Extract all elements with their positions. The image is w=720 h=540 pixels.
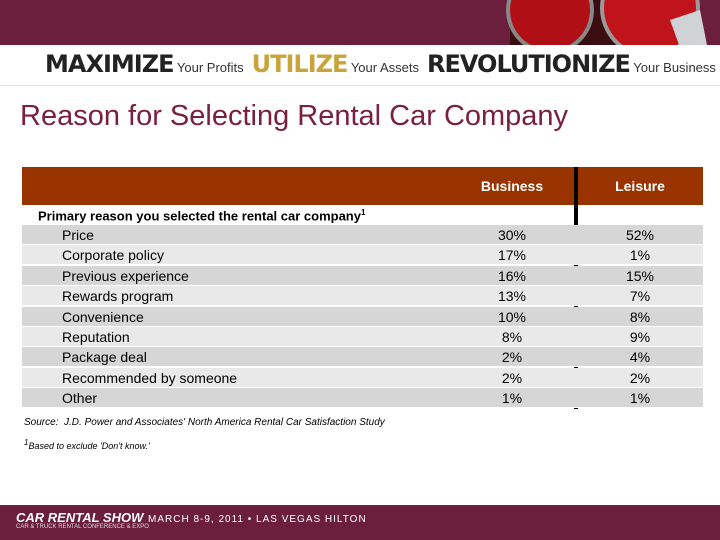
leisure-value: 1% bbox=[629, 390, 651, 407]
tagline-strong: UTILIZE bbox=[251, 50, 349, 78]
table-row-bg bbox=[22, 245, 703, 266]
row-label: Rewards program bbox=[62, 288, 174, 305]
business-value: 8% bbox=[501, 329, 523, 345]
table-row-bg bbox=[22, 367, 703, 388]
table-row-bg bbox=[22, 306, 703, 327]
tagline-strong: REVOLUTIONIZE bbox=[427, 50, 631, 78]
business-value: 2% bbox=[501, 369, 523, 386]
source-label: Source: bbox=[24, 417, 59, 428]
row-label: Previous experience bbox=[62, 267, 189, 284]
table-row-bg bbox=[22, 265, 703, 286]
tagline-band bbox=[0, 45, 720, 86]
slide-title: Reason for Selecting Rental Car Company bbox=[20, 100, 569, 132]
table-row-bg bbox=[22, 225, 703, 245]
tagline-rest: Your Profits bbox=[176, 60, 244, 75]
leisure-value: 2% bbox=[629, 369, 651, 386]
leisure-value: 8% bbox=[629, 308, 651, 325]
leisure-value: 1% bbox=[629, 247, 651, 264]
tagline-strong: MAXIMIZE bbox=[45, 50, 174, 78]
table-row-bg bbox=[22, 286, 703, 307]
column-header: Leisure bbox=[615, 178, 665, 194]
leisure-value: 4% bbox=[629, 349, 651, 366]
business-value: 13% bbox=[497, 288, 527, 305]
footnote-mark: 1 bbox=[24, 438, 29, 447]
leisure-value: 15% bbox=[625, 267, 655, 284]
tagline-segment: MAXIMIZE Your Profits bbox=[45, 50, 244, 78]
source-text: J.D. Power and Associates' North America… bbox=[64, 417, 385, 428]
leisure-value: 7% bbox=[629, 288, 651, 305]
row-label: Other bbox=[62, 390, 98, 407]
source-note: Source: J.D. Power and Associates' North… bbox=[24, 417, 385, 428]
business-value: 10% bbox=[497, 308, 527, 325]
tagline: MAXIMIZE Your Profits UTILIZE Your Assets… bbox=[45, 50, 720, 78]
row-label: Convenience bbox=[62, 308, 144, 325]
leisure-value: 52% bbox=[625, 227, 655, 243]
section-text: Primary reason you selected the rental c… bbox=[38, 208, 361, 224]
row-label: Reputation bbox=[62, 329, 130, 345]
tagline-segment: REVOLUTIONIZE Your Business bbox=[427, 50, 716, 78]
row-label: Package deal bbox=[62, 349, 147, 366]
column-header: Business bbox=[480, 178, 544, 194]
business-value: 16% bbox=[497, 267, 527, 284]
footer-brand: CAR RENTAL SHOW bbox=[16, 510, 144, 525]
footer-event: MARCH 8-9, 2011 • LAS VEGAS HILTON bbox=[148, 514, 367, 525]
row-label: Corporate policy bbox=[62, 247, 164, 264]
section-label: Primary reason you selected the rental c… bbox=[38, 208, 365, 223]
tagline-rest: Your Assets bbox=[350, 60, 420, 75]
footnote: 1Based to exclude 'Don't know.' bbox=[24, 438, 150, 451]
business-value: 1% bbox=[501, 390, 523, 407]
footnote-text: Based to exclude 'Don't know.' bbox=[28, 441, 150, 451]
table-header bbox=[22, 167, 703, 205]
business-value: 17% bbox=[497, 247, 527, 264]
row-label: Price bbox=[62, 227, 94, 243]
footer-bar bbox=[0, 505, 720, 540]
table-row-bg bbox=[22, 388, 703, 409]
business-value: 2% bbox=[501, 349, 523, 366]
footer-brand-sub: CAR & TRUCK RENTAL CONFERENCE & EXPO bbox=[16, 524, 149, 530]
row-label: Recommended by someone bbox=[62, 369, 238, 386]
table-row-bg bbox=[22, 347, 703, 368]
leisure-value: 9% bbox=[629, 329, 651, 345]
business-value: 30% bbox=[497, 227, 527, 243]
table-row-bg bbox=[22, 327, 703, 347]
footnote-ref: 1 bbox=[360, 208, 366, 217]
tagline-rest: Your Business bbox=[633, 60, 716, 75]
tagline-segment: UTILIZE Your Assets bbox=[252, 50, 420, 78]
